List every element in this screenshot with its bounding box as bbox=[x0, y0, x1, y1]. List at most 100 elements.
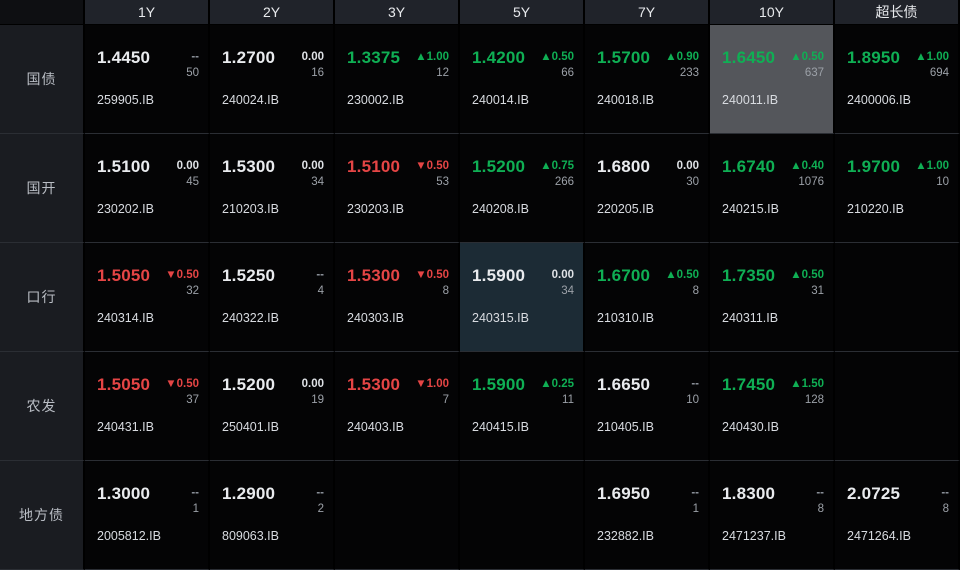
row-header-1[interactable]: 国债 bbox=[0, 25, 85, 134]
quote-cell[interactable]: 1.5300 0.00 34 210203.IB bbox=[210, 134, 335, 243]
quote-top: 1.5100 ▼0.50 53 bbox=[347, 157, 449, 190]
change-block: ▼0.50 53 bbox=[415, 159, 449, 190]
bond-code: 2005812.IB bbox=[97, 528, 161, 543]
yield-value: 1.5200 bbox=[472, 157, 526, 176]
change-value: 0.00 bbox=[301, 378, 324, 390]
quote-cell[interactable]: 1.6650 -- 10 210405.IB bbox=[585, 352, 710, 461]
quote-cell[interactable]: 1.2900 -- 2 809063.IB bbox=[210, 461, 335, 570]
change-block: 0.00 34 bbox=[552, 268, 574, 299]
yield-value: 1.5050 bbox=[97, 266, 151, 285]
quote-cell[interactable]: 1.5200 0.00 19 250401.IB bbox=[210, 352, 335, 461]
column-header-label: 1Y bbox=[137, 4, 156, 20]
yield-value: 1.7450 bbox=[722, 375, 776, 394]
column-header-2[interactable]: 2Y bbox=[210, 0, 335, 25]
quote-cell[interactable]: 1.6800 0.00 30 220205.IB bbox=[585, 134, 710, 243]
change-block: -- 1 bbox=[191, 486, 199, 517]
change-block: ▼0.50 8 bbox=[415, 268, 449, 299]
volume-count: 233 bbox=[679, 67, 699, 80]
quote-cell[interactable]: 1.3000 -- 1 2005812.IB bbox=[85, 461, 210, 570]
row-header-3[interactable]: 口行 bbox=[0, 243, 85, 352]
yield-value: 1.3375 bbox=[347, 48, 401, 67]
quote-cell[interactable]: 1.9700 ▲1.00 10 210220.IB bbox=[835, 134, 960, 243]
row-header-4[interactable]: 农发 bbox=[0, 352, 85, 461]
bond-code: 2471237.IB bbox=[722, 528, 786, 543]
bond-code: 809063.IB bbox=[222, 528, 279, 543]
bond-code: 210203.IB bbox=[222, 201, 279, 216]
column-header-label: 超长债 bbox=[875, 4, 918, 20]
volume-count: 45 bbox=[186, 176, 199, 189]
column-header-7[interactable]: 超长债 bbox=[835, 0, 960, 25]
volume-count: 1 bbox=[192, 503, 199, 516]
quote-top: 1.3000 -- 1 bbox=[97, 484, 199, 517]
quote-top: 1.9700 ▲1.00 10 bbox=[847, 157, 949, 190]
quote-cell[interactable]: 1.6950 -- 1 232882.IB bbox=[585, 461, 710, 570]
bond-code: 240024.IB bbox=[222, 92, 279, 107]
quote-cell[interactable]: 1.5250 -- 4 240322.IB bbox=[210, 243, 335, 352]
quote-cell[interactable]: 1.3375 ▲1.00 12 230002.IB bbox=[335, 25, 460, 134]
quote-cell[interactable]: 1.6740 ▲0.40 1076 240215.IB bbox=[710, 134, 835, 243]
column-header-3[interactable]: 3Y bbox=[335, 0, 460, 25]
quote-top: 1.5900 ▲0.25 11 bbox=[472, 375, 574, 408]
yield-value: 1.5300 bbox=[222, 157, 276, 176]
volume-count: 2 bbox=[317, 503, 324, 516]
yield-value: 1.5100 bbox=[97, 157, 151, 176]
column-header-1[interactable]: 1Y bbox=[85, 0, 210, 25]
change-block: ▲0.90 233 bbox=[665, 50, 699, 81]
quote-cell[interactable]: 1.5050 ▼0.50 32 240314.IB bbox=[85, 243, 210, 352]
column-header-6[interactable]: 10Y bbox=[710, 0, 835, 25]
quote-cell[interactable]: 1.6450 ▲0.50 637 240011.IB bbox=[710, 25, 835, 134]
change-block: -- 1 bbox=[691, 486, 699, 517]
volume-count: 128 bbox=[804, 394, 824, 407]
column-header-4[interactable]: 5Y bbox=[460, 0, 585, 25]
column-header-5[interactable]: 7Y bbox=[585, 0, 710, 25]
quote-cell[interactable]: 1.5900 0.00 34 240315.IB bbox=[460, 243, 585, 352]
yield-value: 1.6700 bbox=[597, 266, 651, 285]
change-value: ▲0.75 bbox=[540, 160, 574, 172]
change-value: ▲1.50 bbox=[790, 378, 824, 390]
quote-cell[interactable]: 1.5700 ▲0.90 233 240018.IB bbox=[585, 25, 710, 134]
quote-cell[interactable]: 1.5300 ▼1.00 7 240403.IB bbox=[335, 352, 460, 461]
change-block: ▲0.50 31 bbox=[790, 268, 824, 299]
change-value: ▼0.50 bbox=[415, 269, 449, 281]
quote-top: 1.4450 -- 50 bbox=[97, 48, 199, 81]
change-value: -- bbox=[691, 378, 699, 390]
quote-cell[interactable]: 1.5050 ▼0.50 37 240431.IB bbox=[85, 352, 210, 461]
yield-value: 1.5300 bbox=[347, 375, 401, 394]
quote-cell[interactable]: 1.4200 ▲0.50 66 240014.IB bbox=[460, 25, 585, 134]
row-header-2[interactable]: 国开 bbox=[0, 134, 85, 243]
bond-code: 259905.IB bbox=[97, 92, 154, 107]
quote-cell[interactable]: 1.8300 -- 8 2471237.IB bbox=[710, 461, 835, 570]
yield-value: 1.6650 bbox=[597, 375, 651, 394]
row-header-label: 国开 bbox=[26, 180, 57, 196]
change-value: ▼0.50 bbox=[415, 160, 449, 172]
change-block: -- 50 bbox=[186, 50, 199, 81]
yield-value: 1.6740 bbox=[722, 157, 776, 176]
change-value: -- bbox=[316, 487, 324, 499]
row-header-label: 地方债 bbox=[19, 507, 64, 523]
row-header-5[interactable]: 地方债 bbox=[0, 461, 85, 570]
volume-count: 19 bbox=[311, 394, 324, 407]
quote-cell[interactable]: 1.5100 ▼0.50 53 230203.IB bbox=[335, 134, 460, 243]
quote-cell[interactable]: 1.5200 ▲0.75 266 240208.IB bbox=[460, 134, 585, 243]
quote-cell[interactable]: 1.7450 ▲1.50 128 240430.IB bbox=[710, 352, 835, 461]
yield-value: 1.5200 bbox=[222, 375, 276, 394]
volume-count: 11 bbox=[562, 394, 574, 407]
quote-cell[interactable]: 1.8950 ▲1.00 694 2400006.IB bbox=[835, 25, 960, 134]
change-value: ▼0.50 bbox=[165, 269, 199, 281]
column-header-label: 7Y bbox=[637, 4, 656, 20]
quote-top: 1.5900 0.00 34 bbox=[472, 266, 574, 299]
quote-cell[interactable]: 1.4450 -- 50 259905.IB bbox=[85, 25, 210, 134]
quote-cell[interactable]: 1.6700 ▲0.50 8 210310.IB bbox=[585, 243, 710, 352]
quote-cell[interactable]: 2.0725 -- 8 2471264.IB bbox=[835, 461, 960, 570]
change-value: -- bbox=[316, 269, 324, 281]
quote-cell[interactable]: 1.5300 ▼0.50 8 240303.IB bbox=[335, 243, 460, 352]
bond-code: 240403.IB bbox=[347, 419, 404, 434]
quote-cell[interactable]: 1.5900 ▲0.25 11 240415.IB bbox=[460, 352, 585, 461]
quote-top: 1.5200 0.00 19 bbox=[222, 375, 324, 408]
quote-cell[interactable]: 1.7350 ▲0.50 31 240311.IB bbox=[710, 243, 835, 352]
bond-code: 230203.IB bbox=[347, 201, 404, 216]
quote-cell[interactable]: 1.2700 0.00 16 240024.IB bbox=[210, 25, 335, 134]
change-block: ▲0.50 637 bbox=[790, 50, 824, 81]
quote-cell[interactable]: 1.5100 0.00 45 230202.IB bbox=[85, 134, 210, 243]
yield-value: 1.4450 bbox=[97, 48, 151, 67]
